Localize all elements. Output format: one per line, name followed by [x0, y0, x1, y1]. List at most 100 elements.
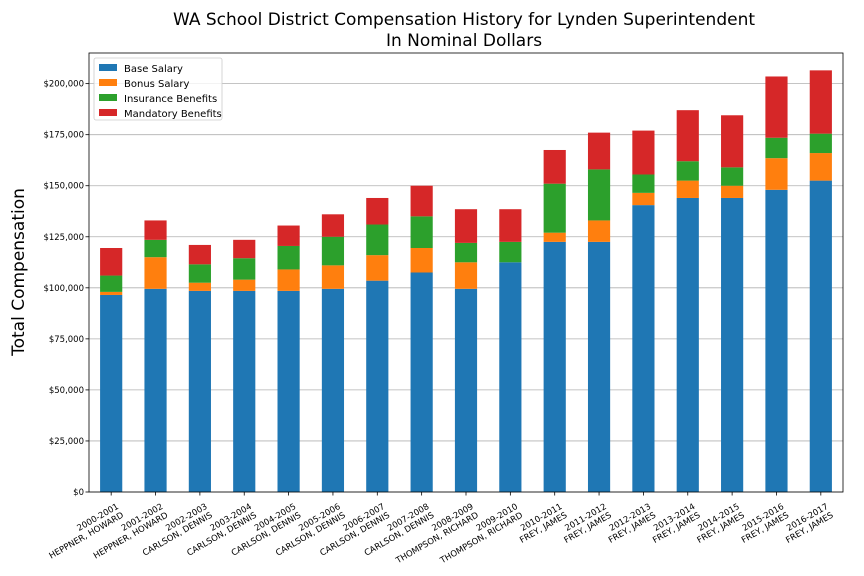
bar-segment-mandatory-benefits — [100, 247, 123, 276]
bar-segment-base-salary — [100, 294, 123, 492]
y-tick-label: $150,000 — [43, 182, 84, 192]
bar-segment-bonus-salary — [100, 291, 123, 295]
bar-segment-insurance-benefits — [321, 236, 345, 266]
bar-segment-base-salary — [543, 241, 566, 492]
y-tick-label: $0 — [73, 488, 84, 498]
bar-segment-insurance-benefits — [454, 242, 478, 263]
bar-segment-bonus-salary — [765, 158, 788, 190]
x-tick-label: 2000-2001HEPPNER, HOWARD — [43, 502, 126, 562]
bar-segment-base-salary — [587, 241, 611, 492]
bar-segment-bonus-salary — [587, 220, 611, 242]
bar-segment-mandatory-benefits — [144, 220, 167, 240]
bar-segment-base-salary — [499, 262, 522, 492]
chart-subtitle: In Nominal Dollars — [386, 31, 542, 51]
bar-segment-base-salary — [321, 288, 345, 492]
bar-segment-base-salary — [277, 290, 300, 492]
legend-entry: Insurance Benefits — [124, 94, 217, 105]
bar-segment-bonus-salary — [632, 192, 655, 206]
legend-swatch — [99, 79, 117, 86]
chart-title: WA School District Compensation History … — [173, 10, 755, 30]
bar-segment-base-salary — [721, 197, 744, 492]
legend-box — [93, 57, 223, 121]
bar-segment-insurance-benefits — [277, 245, 300, 270]
x-tick-label: 2016-2017FREY, JAMES — [779, 502, 835, 546]
x-tick-label: 2010-2011FREY, JAMES — [513, 502, 569, 546]
y-tick-label: $125,000 — [43, 233, 84, 243]
legend-swatch — [99, 64, 117, 71]
bar-segment-insurance-benefits — [721, 167, 744, 186]
y-axis-ticks: $0 $25,000 $50,000 $75,000 $100,000 $125,000 $… — [43, 80, 89, 498]
bar-segment-mandatory-benefits — [366, 197, 389, 225]
bar-segment-bonus-salary — [721, 185, 744, 198]
bar-segment-base-salary — [765, 189, 788, 492]
bar-segment-mandatory-benefits — [410, 185, 433, 217]
bar-segment-insurance-benefits — [233, 258, 256, 280]
bar-segment-bonus-salary — [188, 282, 211, 291]
bar-segment-mandatory-benefits — [188, 244, 211, 265]
bar-segment-mandatory-benefits — [632, 130, 655, 175]
bar-segment-bonus-salary — [366, 255, 389, 281]
bar-segment-insurance-benefits — [144, 239, 167, 258]
bar-segment-mandatory-benefits — [454, 209, 478, 243]
x-tick-label: 2013-2014FREY, JAMES — [646, 502, 702, 546]
bar-segment-insurance-benefits — [676, 161, 699, 181]
bar-segment-insurance-benefits — [765, 137, 788, 159]
bar-segment-mandatory-benefits — [809, 70, 832, 134]
bar-segment-mandatory-benefits — [587, 132, 611, 170]
legend: Base Salary Bonus Salary Insurance Benefit… — [93, 57, 223, 121]
bar-segment-base-salary — [676, 197, 699, 492]
legend-entry: Mandatory Benefits — [124, 109, 222, 120]
x-tick-label: 2014-2015FREY, JAMES — [691, 502, 747, 546]
bar-segment-mandatory-benefits — [721, 115, 744, 168]
bar-segment-mandatory-benefits — [277, 225, 300, 246]
y-axis-label: Total Compensation — [9, 188, 29, 357]
bar-segment-bonus-salary — [454, 262, 478, 289]
bar-segment-mandatory-benefits — [233, 239, 256, 259]
y-tick-label: $25,000 — [49, 437, 84, 447]
bar-segment-insurance-benefits — [100, 275, 123, 292]
bar-segment-insurance-benefits — [499, 241, 522, 263]
bar-segment-bonus-salary — [410, 247, 433, 273]
legend-entry: Bonus Salary — [124, 79, 190, 90]
bar-segment-base-salary — [809, 180, 832, 492]
y-tick-label: $100,000 — [43, 284, 84, 294]
bar-segment-mandatory-benefits — [676, 110, 699, 162]
bar-segment-bonus-salary — [277, 269, 300, 291]
bar-segment-base-salary — [144, 288, 167, 492]
bar-segment-bonus-salary — [543, 232, 566, 242]
bar-segment-insurance-benefits — [188, 264, 211, 283]
x-axis-ticks: 2000-2001HEPPNER, HOWARD2001-2002HEPPNER… — [43, 492, 835, 567]
bars — [100, 70, 832, 493]
y-tick-label: $50,000 — [49, 386, 84, 396]
bar-segment-bonus-salary — [809, 153, 832, 181]
bar-segment-base-salary — [454, 288, 478, 492]
bar-segment-bonus-salary — [321, 265, 345, 289]
bar-segment-base-salary — [233, 290, 256, 492]
x-tick-label: 2012-2013FREY, JAMES — [602, 502, 658, 546]
bar-segment-mandatory-benefits — [543, 149, 566, 184]
x-tick-label: 2015-2016FREY, JAMES — [735, 502, 791, 546]
bar-segment-base-salary — [632, 205, 655, 493]
bar-segment-bonus-salary — [144, 257, 167, 289]
bar-segment-bonus-salary — [233, 279, 256, 291]
bar-segment-mandatory-benefits — [765, 76, 788, 138]
bar-segment-insurance-benefits — [809, 133, 832, 154]
bar-segment-base-salary — [366, 280, 389, 492]
bar-segment-base-salary — [188, 290, 211, 492]
y-tick-label: $75,000 — [49, 335, 84, 345]
bar-segment-mandatory-benefits — [499, 209, 522, 242]
bar-segment-bonus-salary — [676, 180, 699, 198]
bar-segment-insurance-benefits — [366, 224, 389, 256]
bar-segment-base-salary — [410, 272, 433, 492]
legend-entry: Base Salary — [124, 64, 183, 75]
bar-segment-insurance-benefits — [543, 183, 566, 233]
y-tick-label: $200,000 — [43, 80, 84, 90]
bar-segment-mandatory-benefits — [321, 214, 345, 237]
x-tick-label: 2011-2012FREY, JAMES — [558, 502, 614, 546]
y-tick-label: $175,000 — [43, 131, 84, 141]
bar-segment-insurance-benefits — [410, 216, 433, 248]
legend-swatch — [99, 94, 117, 101]
legend-swatch — [99, 109, 117, 116]
